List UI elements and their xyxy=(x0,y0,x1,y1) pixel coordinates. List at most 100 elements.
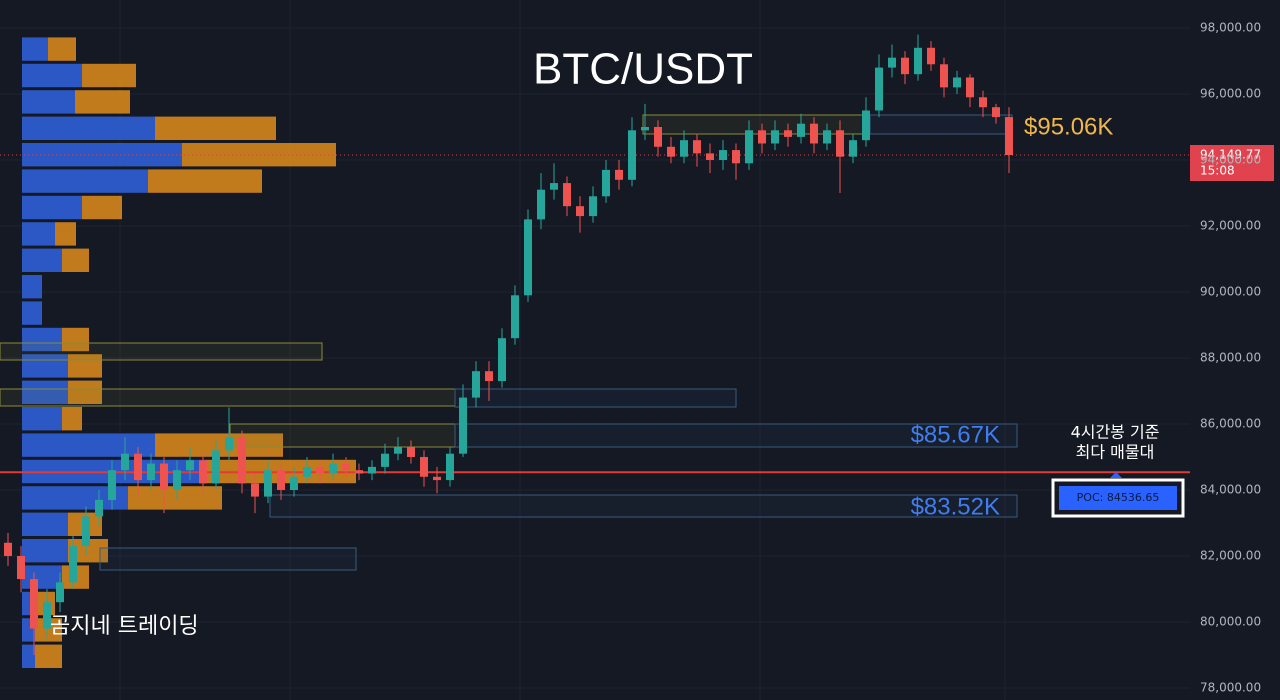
candle-body xyxy=(537,189,545,220)
y-tick-label: 88,000.00 xyxy=(1200,350,1261,364)
candle-body xyxy=(43,602,51,629)
profile-sell xyxy=(62,327,89,352)
profile-sell xyxy=(35,618,62,642)
poc-note: 최다 매물대 xyxy=(1076,443,1155,462)
candle-body xyxy=(498,338,506,382)
candle-body xyxy=(251,483,259,497)
candle-body xyxy=(680,140,688,157)
candle-body xyxy=(914,47,922,75)
candle-body xyxy=(797,123,805,137)
profile-buy xyxy=(22,301,42,325)
candles xyxy=(0,34,1190,655)
candle-body xyxy=(576,206,584,217)
candle-body xyxy=(69,546,77,583)
candle-body xyxy=(82,516,90,547)
candle-body xyxy=(953,77,961,88)
candle-body xyxy=(264,470,272,497)
candle-body xyxy=(888,57,896,68)
candle-body xyxy=(459,397,467,454)
candle-body xyxy=(628,130,636,180)
candle-body xyxy=(147,463,155,481)
profile-sell xyxy=(68,539,108,563)
candle-body xyxy=(121,453,129,471)
zone xyxy=(454,423,1018,448)
candle-body xyxy=(511,295,519,339)
candle-body xyxy=(329,463,337,474)
profile-sell xyxy=(128,486,222,510)
poc-pointer xyxy=(1110,472,1122,478)
candle-body xyxy=(316,466,324,474)
profile-sell xyxy=(75,90,130,114)
candle-body xyxy=(589,196,597,217)
profile-sell xyxy=(155,116,276,141)
profile-buy xyxy=(22,37,48,61)
candle-body xyxy=(212,450,220,484)
profile-sell xyxy=(148,169,262,193)
candle-body xyxy=(745,130,753,164)
candle-body xyxy=(199,460,207,484)
profile-buy xyxy=(22,169,148,193)
profile-buy xyxy=(22,116,155,141)
candle-body xyxy=(602,169,610,197)
last-price-label: 94,149.77 xyxy=(1200,148,1261,162)
candle-body xyxy=(56,582,64,603)
candle-body xyxy=(563,183,571,207)
candle-body xyxy=(95,499,103,517)
zone xyxy=(229,423,456,448)
candle-body xyxy=(108,470,116,500)
profile-buy xyxy=(22,327,62,352)
zone xyxy=(0,342,323,361)
candle-body xyxy=(901,57,909,75)
candle-body xyxy=(836,130,844,157)
candle-body xyxy=(394,447,402,454)
candle-body xyxy=(992,107,1000,118)
candle-body xyxy=(732,150,740,164)
poc-frame xyxy=(1051,478,1185,518)
chart-title: BTC/USDT xyxy=(533,45,753,94)
profile-sell xyxy=(182,143,336,167)
profile-sell xyxy=(62,248,89,273)
price-tag xyxy=(1190,145,1274,181)
candle-body xyxy=(615,169,623,180)
zone xyxy=(869,114,1013,135)
watermark: 곰지네 트레이딩 xyxy=(50,614,199,639)
y-tick-label: 82,000.00 xyxy=(1200,548,1261,562)
candle-body xyxy=(30,579,38,629)
countdown: 15:08 xyxy=(1200,164,1235,178)
candle-body xyxy=(342,463,350,471)
candle-body xyxy=(979,97,987,108)
candle-body xyxy=(849,140,857,157)
candle-body xyxy=(524,219,532,296)
profile-buy xyxy=(22,407,62,431)
candle-body xyxy=(758,130,766,144)
y-tick-label: 80,000.00 xyxy=(1200,614,1261,628)
y-tick-label: 94,000.00 xyxy=(1200,152,1261,166)
profile-buy xyxy=(22,644,35,669)
candle-body xyxy=(225,437,233,451)
candle-body xyxy=(862,110,870,141)
poc-note: 4시간봉 기준 xyxy=(1071,423,1160,442)
candle-body xyxy=(875,67,883,111)
candle-body xyxy=(446,453,454,481)
candle-body xyxy=(303,466,311,477)
candle-body xyxy=(1005,117,1013,156)
profile-buy xyxy=(22,380,68,405)
candle-body xyxy=(420,456,428,477)
profile-buy xyxy=(22,143,182,167)
candle-body xyxy=(186,460,194,471)
y-tick-label: 92,000.00 xyxy=(1200,218,1261,232)
profile-buy xyxy=(22,222,55,246)
level-label: $83.52K xyxy=(911,493,1000,520)
zone xyxy=(642,114,871,135)
profile-sell xyxy=(48,37,76,61)
level-label: $85.67K xyxy=(911,421,1000,448)
profile-buy xyxy=(22,63,82,88)
candle-body xyxy=(550,183,558,190)
profile-buy xyxy=(22,433,155,457)
volume-profile xyxy=(22,37,356,669)
candle-body xyxy=(823,130,831,144)
candle-body xyxy=(433,476,441,481)
candle-body xyxy=(667,146,675,157)
y-tick-label: 86,000.00 xyxy=(1200,416,1261,430)
